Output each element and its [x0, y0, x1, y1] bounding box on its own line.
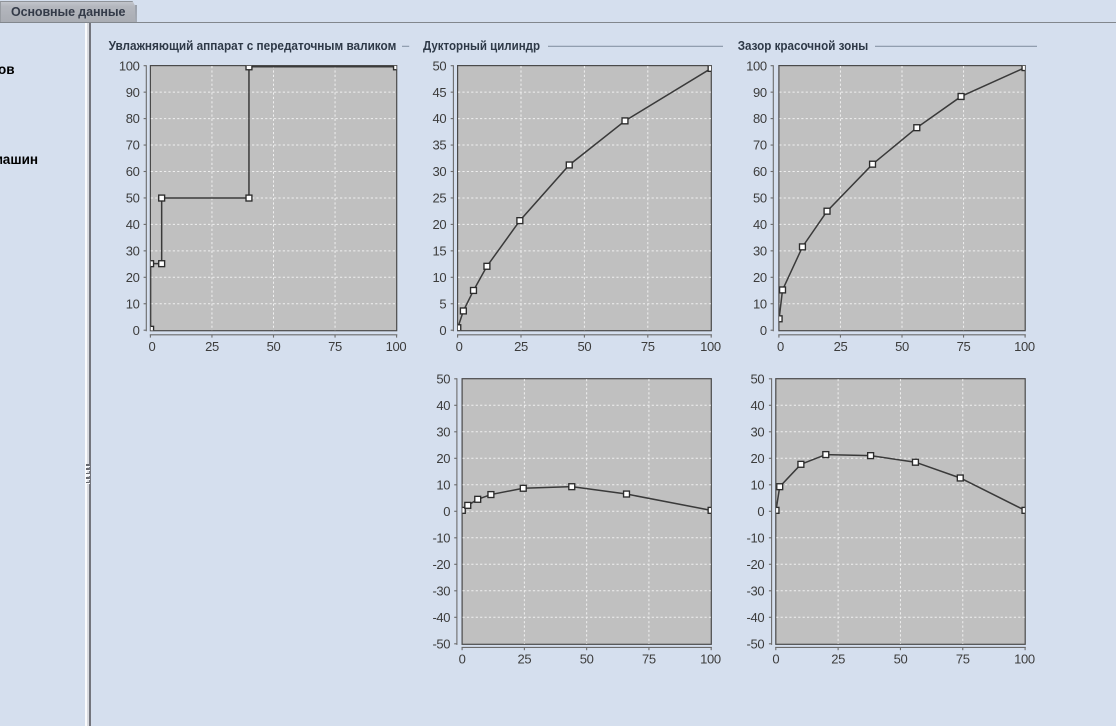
svg-text:40: 40: [436, 398, 450, 413]
svg-text:10: 10: [436, 477, 450, 492]
svg-text:75: 75: [642, 652, 656, 667]
svg-text:Дукторный цилиндр: Дукторный цилиндр: [423, 38, 540, 53]
svg-text:75: 75: [957, 339, 971, 354]
svg-text:30: 30: [751, 424, 765, 439]
svg-text:90: 90: [126, 85, 140, 100]
svg-text:0: 0: [439, 323, 446, 338]
svg-text:-50: -50: [747, 636, 765, 651]
svg-text:-20: -20: [747, 557, 765, 572]
svg-text:30: 30: [753, 243, 767, 258]
svg-text:30: 30: [126, 243, 140, 258]
svg-text:0: 0: [148, 339, 155, 354]
svg-text:75: 75: [641, 339, 655, 354]
svg-text:100: 100: [700, 652, 721, 667]
svg-text:100: 100: [746, 58, 767, 73]
svg-text:10: 10: [751, 477, 765, 492]
svg-text:0: 0: [757, 504, 764, 519]
svg-text:50: 50: [751, 371, 765, 386]
svg-text:40: 40: [433, 111, 447, 126]
svg-text:10: 10: [126, 296, 140, 311]
svg-text:75: 75: [956, 652, 970, 667]
svg-text:30: 30: [436, 424, 450, 439]
svg-text:50: 50: [126, 191, 140, 206]
svg-text:50: 50: [895, 339, 909, 354]
svg-text:25: 25: [514, 339, 528, 354]
svg-text:100: 100: [1014, 339, 1035, 354]
svg-text:10: 10: [433, 270, 447, 285]
svg-text:0: 0: [760, 323, 767, 338]
svg-text:90: 90: [753, 85, 767, 100]
svg-text:25: 25: [831, 652, 845, 667]
svg-text:-20: -20: [432, 557, 450, 572]
svg-text:0: 0: [443, 504, 450, 519]
svg-text:25: 25: [205, 339, 219, 354]
svg-text:50: 50: [578, 339, 592, 354]
svg-text:60: 60: [126, 164, 140, 179]
svg-text:50: 50: [267, 339, 281, 354]
svg-text:15: 15: [433, 243, 447, 258]
svg-text:100: 100: [700, 339, 721, 354]
svg-text:-10: -10: [432, 530, 450, 545]
svg-text:20: 20: [753, 270, 767, 285]
svg-text:-30: -30: [747, 583, 765, 598]
svg-text:-50: -50: [432, 636, 450, 651]
svg-text:60: 60: [753, 164, 767, 179]
svg-text:25: 25: [433, 191, 447, 206]
svg-text:40: 40: [753, 217, 767, 232]
svg-text:20: 20: [126, 270, 140, 285]
svg-text:0: 0: [133, 323, 140, 338]
svg-text:-40: -40: [747, 610, 765, 625]
svg-text:10: 10: [753, 296, 767, 311]
svg-text:30: 30: [433, 164, 447, 179]
svg-text:25: 25: [517, 652, 531, 667]
svg-text:25: 25: [834, 339, 848, 354]
svg-text:0: 0: [777, 339, 784, 354]
svg-text:75: 75: [328, 339, 342, 354]
svg-text:100: 100: [1014, 652, 1035, 667]
svg-text:45: 45: [433, 85, 447, 100]
svg-text:50: 50: [894, 652, 908, 667]
svg-text:50: 50: [580, 652, 594, 667]
svg-text:50: 50: [433, 58, 447, 73]
svg-text:20: 20: [751, 451, 765, 466]
svg-text:50: 50: [436, 371, 450, 386]
svg-text:80: 80: [126, 111, 140, 126]
svg-text:70: 70: [753, 138, 767, 153]
svg-text:5: 5: [439, 296, 446, 311]
svg-text:70: 70: [126, 138, 140, 153]
svg-text:40: 40: [751, 398, 765, 413]
svg-text:35: 35: [433, 138, 447, 153]
svg-text:Зазор красочной зоны: Зазор красочной зоны: [738, 38, 869, 53]
svg-text:-40: -40: [432, 610, 450, 625]
svg-text:0: 0: [772, 652, 779, 667]
svg-text:0: 0: [456, 339, 463, 354]
svg-text:20: 20: [433, 217, 447, 232]
svg-text:Увлажняющий аппарат с передато: Увлажняющий аппарат с передаточным валик…: [109, 38, 397, 53]
svg-text:80: 80: [753, 111, 767, 126]
svg-text:40: 40: [126, 217, 140, 232]
svg-text:100: 100: [119, 58, 140, 73]
svg-text:50: 50: [753, 191, 767, 206]
svg-text:100: 100: [386, 339, 407, 354]
svg-text:0: 0: [459, 652, 466, 667]
svg-text:-10: -10: [747, 530, 765, 545]
svg-text:-30: -30: [432, 583, 450, 598]
svg-text:20: 20: [436, 451, 450, 466]
